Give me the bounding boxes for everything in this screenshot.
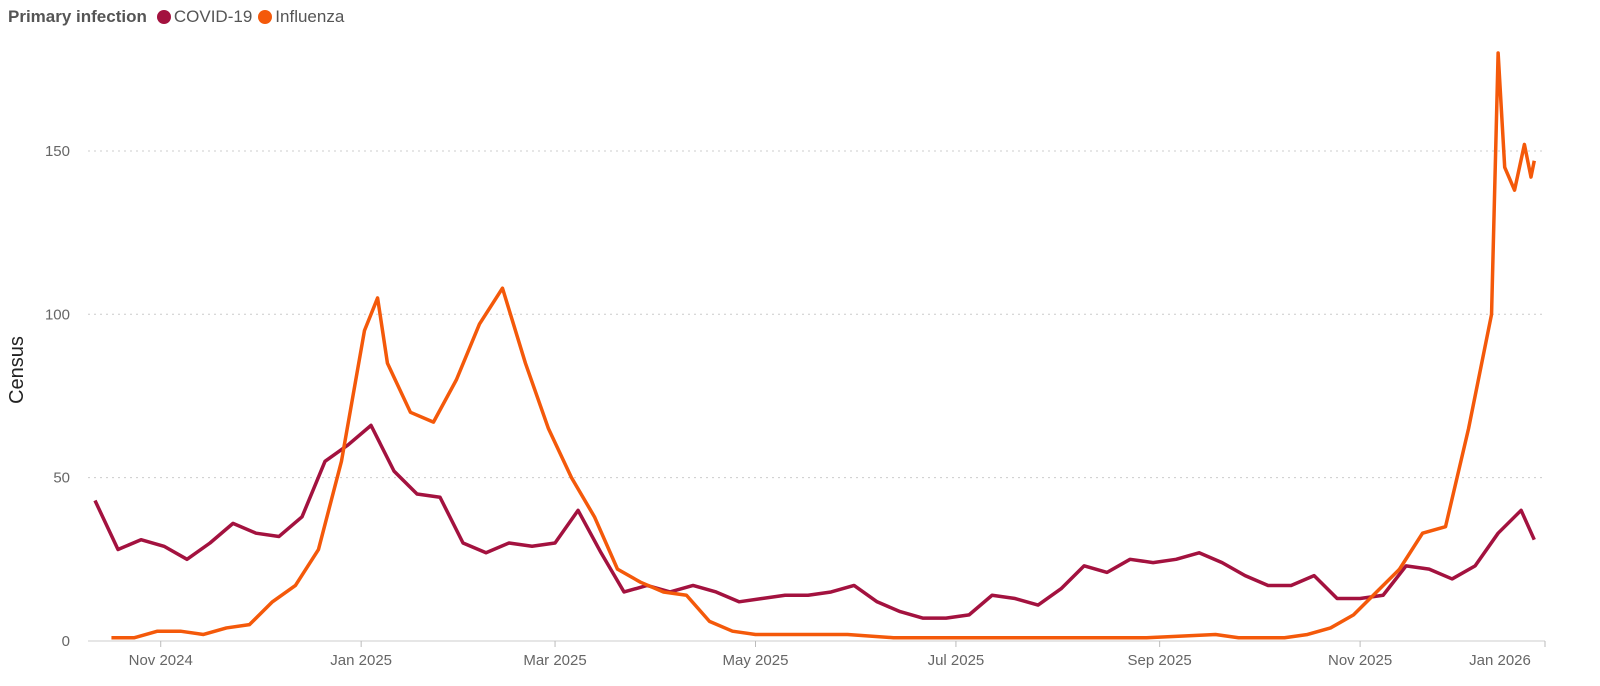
y-axis-label: Census [6, 336, 28, 404]
x-tick-label: Jan 2026 [1469, 652, 1531, 669]
x-tick-label: Nov 2025 [1328, 652, 1392, 669]
x-tick-label: Sep 2025 [1128, 652, 1192, 669]
influenza-dot-icon [258, 10, 273, 24]
legend-item-influenza[interactable]: Influenza [258, 7, 344, 27]
x-tick-label: Jul 2025 [928, 652, 985, 669]
x-tick-label: Mar 2025 [523, 652, 586, 669]
y-tick-label: 50 [53, 470, 70, 487]
legend: Primary infection COVID-19 Influenza [8, 7, 350, 27]
y-tick-label: 0 [62, 633, 70, 650]
x-tick-label: Jan 2025 [330, 652, 392, 669]
series-line-covid-19 [93, 423, 1536, 620]
legend-label: COVID-19 [173, 7, 253, 26]
x-tick-label: Nov 2024 [129, 652, 193, 669]
covid-dot-icon [156, 10, 171, 24]
series-line-influenza [111, 51, 1536, 640]
legend-title: Primary infection [8, 7, 147, 26]
y-tick-label: 150 [45, 143, 70, 160]
legend-label: Influenza [275, 7, 345, 26]
x-tick-label: May 2025 [723, 652, 789, 669]
legend-item-covid[interactable]: COVID-19 [156, 7, 253, 27]
y-tick-label: 100 [45, 306, 70, 323]
